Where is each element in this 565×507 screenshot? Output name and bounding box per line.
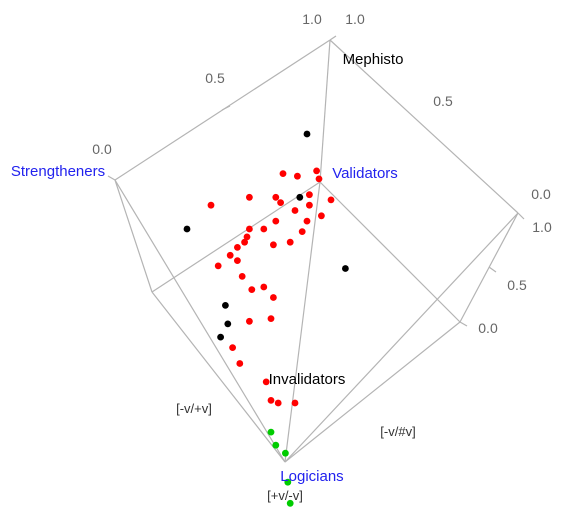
data-point-red: [241, 238, 249, 246]
data-point-red: [234, 244, 241, 251]
data-point-red: [267, 397, 275, 404]
data-point-green: [272, 441, 280, 449]
data-point-red: [306, 201, 313, 209]
data-point-red: [270, 294, 277, 301]
data-point-black: [296, 193, 304, 201]
data-point-red: [260, 225, 268, 233]
data-point-red: [303, 217, 311, 225]
data-point-green: [286, 499, 294, 507]
data-point-red: [286, 238, 294, 246]
data-point-red: [327, 196, 335, 204]
data-point-red: [318, 212, 325, 220]
data-point-red: [272, 193, 280, 201]
data-point-red: [267, 315, 275, 322]
tick-right-0-5-lower: 0.5: [507, 277, 527, 293]
data-point-red: [291, 207, 299, 214]
data-point-red: [262, 378, 270, 386]
data-point-red: [294, 172, 301, 180]
data-point-red: [279, 170, 287, 178]
data-point-red: [214, 262, 222, 270]
vertex-labels: Strengtheners Validators Logicians Mephi…: [11, 51, 404, 485]
vertex-label-mephisto: Mephisto: [343, 51, 404, 68]
data-point-red: [291, 399, 299, 407]
tick-right-1-0: 1.0: [532, 219, 552, 235]
data-point-red: [248, 286, 256, 293]
data-point-red: [238, 273, 246, 280]
data-point-red: [234, 257, 241, 264]
tick-top-0-5: 0.5: [205, 70, 225, 86]
data-point-red: [313, 167, 320, 175]
tick-top-0-0: 0.0: [92, 141, 112, 157]
data-point-red: [270, 241, 277, 249]
tick-right-0-0-upper: 0.0: [531, 186, 551, 202]
tick-top-1-outer: 1.0: [345, 11, 365, 27]
data-point-red: [306, 191, 313, 199]
data-point-black: [342, 265, 349, 272]
data-point-red: [315, 175, 323, 183]
data-points: [183, 130, 349, 507]
data-point-red: [298, 228, 306, 236]
data-point-black: [222, 302, 229, 309]
vertex-label-strengtheners: Strengtheners: [11, 163, 105, 180]
axis-sign-right: [-v/#v]: [380, 424, 415, 439]
data-point-red: [243, 233, 251, 241]
tick-top-1-inner: 1.0: [302, 11, 322, 27]
vertex-label-logicians: Logicians: [280, 468, 343, 485]
frame: [107, 35, 525, 463]
tick-right-0-0-lower: 0.0: [478, 320, 498, 336]
data-point-red: [226, 251, 234, 259]
axis-sign-labels: [-v/+v] [-v/#v] [+v/-v]: [176, 401, 416, 503]
data-point-red: [246, 193, 253, 201]
tick-right-0-5-upper: 0.5: [433, 93, 453, 109]
data-point-red: [246, 225, 253, 233]
data-point-black: [224, 320, 232, 328]
axis-sign-bottom: [+v/-v]: [267, 488, 303, 503]
data-point-red: [229, 344, 237, 351]
data-point-green: [284, 478, 292, 486]
data-point-red: [236, 360, 244, 367]
vertex-label-invalidators: Invalidators: [269, 371, 346, 388]
data-point-red: [260, 283, 268, 291]
data-point-red: [274, 399, 282, 407]
data-point-black: [183, 225, 191, 233]
axis-sign-left: [-v/+v]: [176, 401, 212, 416]
data-point-black: [217, 333, 225, 341]
data-point-green: [267, 428, 275, 436]
vertex-label-validators: Validators: [332, 165, 398, 182]
data-point-black: [303, 130, 311, 138]
data-point-green: [282, 449, 289, 457]
data-point-red: [207, 201, 215, 209]
data-point-red: [246, 317, 253, 325]
tick-labels: 1.0 1.0 0.5 0.0 0.5 0.0 1.0 0.5 0.0: [92, 11, 552, 336]
data-point-red: [277, 199, 284, 207]
data-point-red: [272, 217, 280, 225]
